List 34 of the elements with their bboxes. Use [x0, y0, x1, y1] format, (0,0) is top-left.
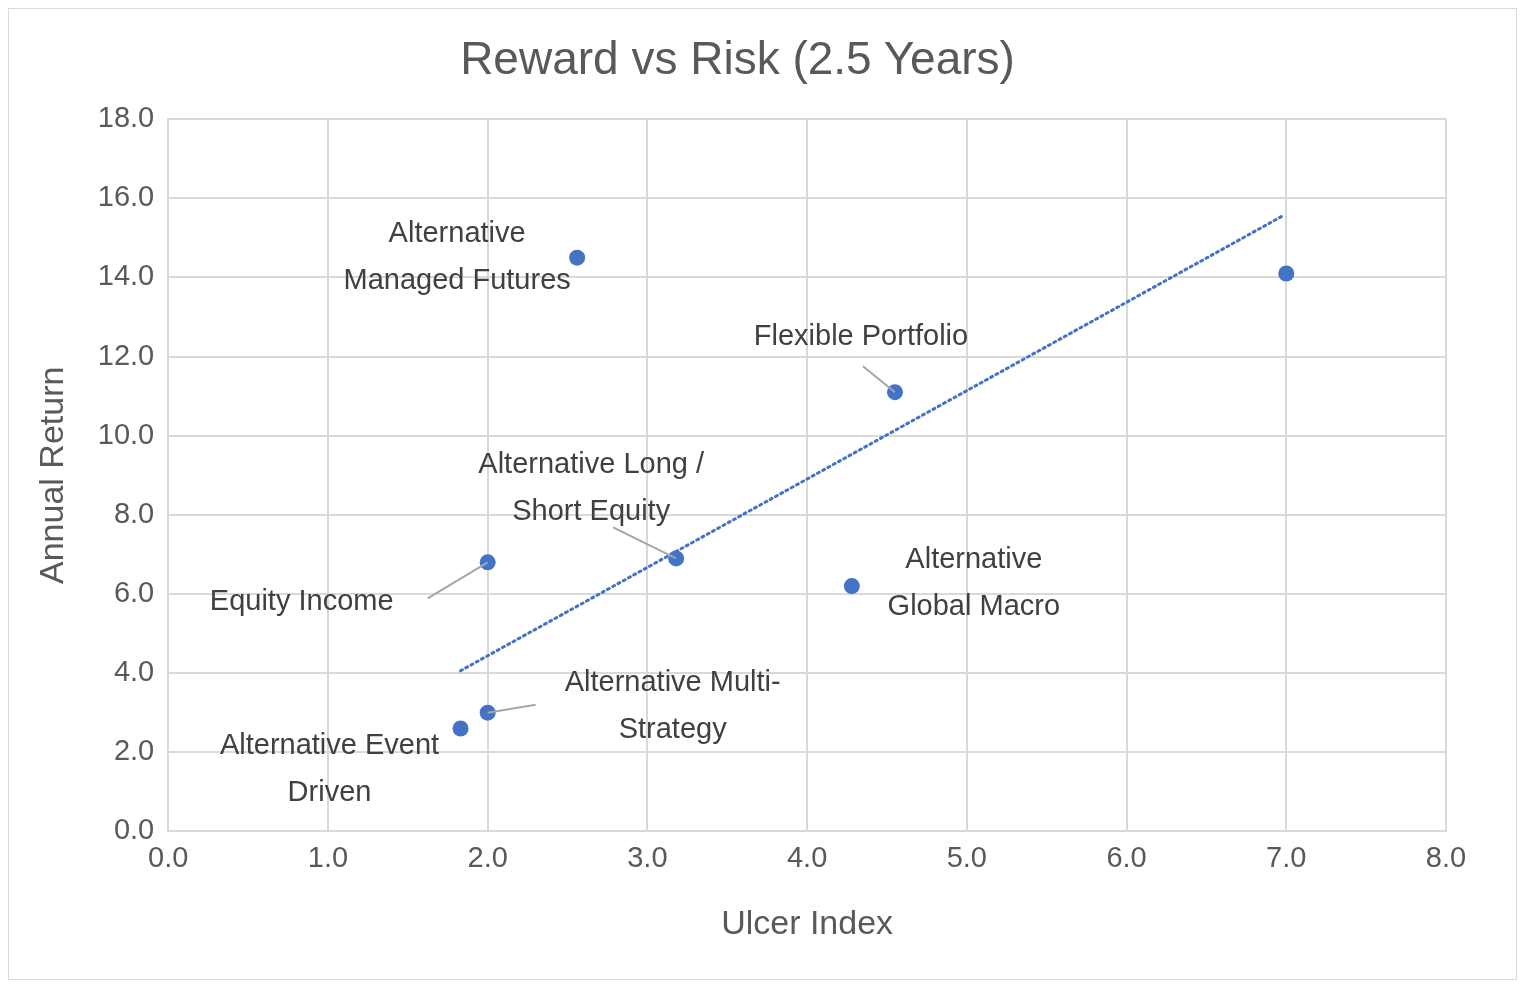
- x-tick-label: 4.0: [786, 840, 828, 873]
- x-axis-title: Ulcer Index: [721, 902, 894, 941]
- point: [479, 704, 496, 721]
- y-tick-label: 8.0: [113, 496, 155, 529]
- y-tick-label: 2.0: [113, 734, 155, 767]
- y-tick-label: 10.0: [97, 417, 155, 450]
- annotation: Alternative Multi-Strategy: [564, 665, 781, 745]
- point: [569, 249, 586, 266]
- point: [1278, 265, 1295, 282]
- annotation: Alternative Event Driven: [219, 728, 440, 808]
- y-tick-label: 6.0: [113, 576, 155, 608]
- annotation: Equity Income: [209, 584, 394, 617]
- x-tick-label: 2.0: [467, 840, 508, 873]
- x-tick-label: 7.0: [1266, 840, 1307, 873]
- point: [843, 578, 860, 595]
- y-tick-label: 18.0: [97, 101, 155, 134]
- point: [452, 720, 469, 737]
- annotation: Flexible Portfolio: [753, 319, 969, 352]
- annotation: Alternative Long / Short Equity: [478, 446, 705, 526]
- x-tick-label: 8.0: [1425, 840, 1467, 873]
- x-tick-label: 5.0: [946, 840, 987, 873]
- y-tick-label: 14.0: [97, 259, 155, 292]
- chart-title: Reward vs Risk (2.5 Years): [460, 32, 1015, 85]
- x-tick-label: 3.0: [627, 840, 668, 873]
- x-tick-label: 6.0: [1106, 840, 1147, 873]
- y-axis-title: Annual Return: [31, 366, 70, 584]
- annotation: Alternative Managed Futures: [343, 216, 571, 296]
- point: [668, 550, 685, 567]
- x-tick-label: 1.0: [307, 840, 349, 873]
- point: [886, 384, 903, 401]
- y-tick-label: 4.0: [113, 655, 155, 688]
- y-tick-label: 16.0: [97, 180, 155, 213]
- y-tick-label: 12.0: [97, 338, 155, 371]
- annotation: Alternative Global Macro: [887, 541, 1061, 621]
